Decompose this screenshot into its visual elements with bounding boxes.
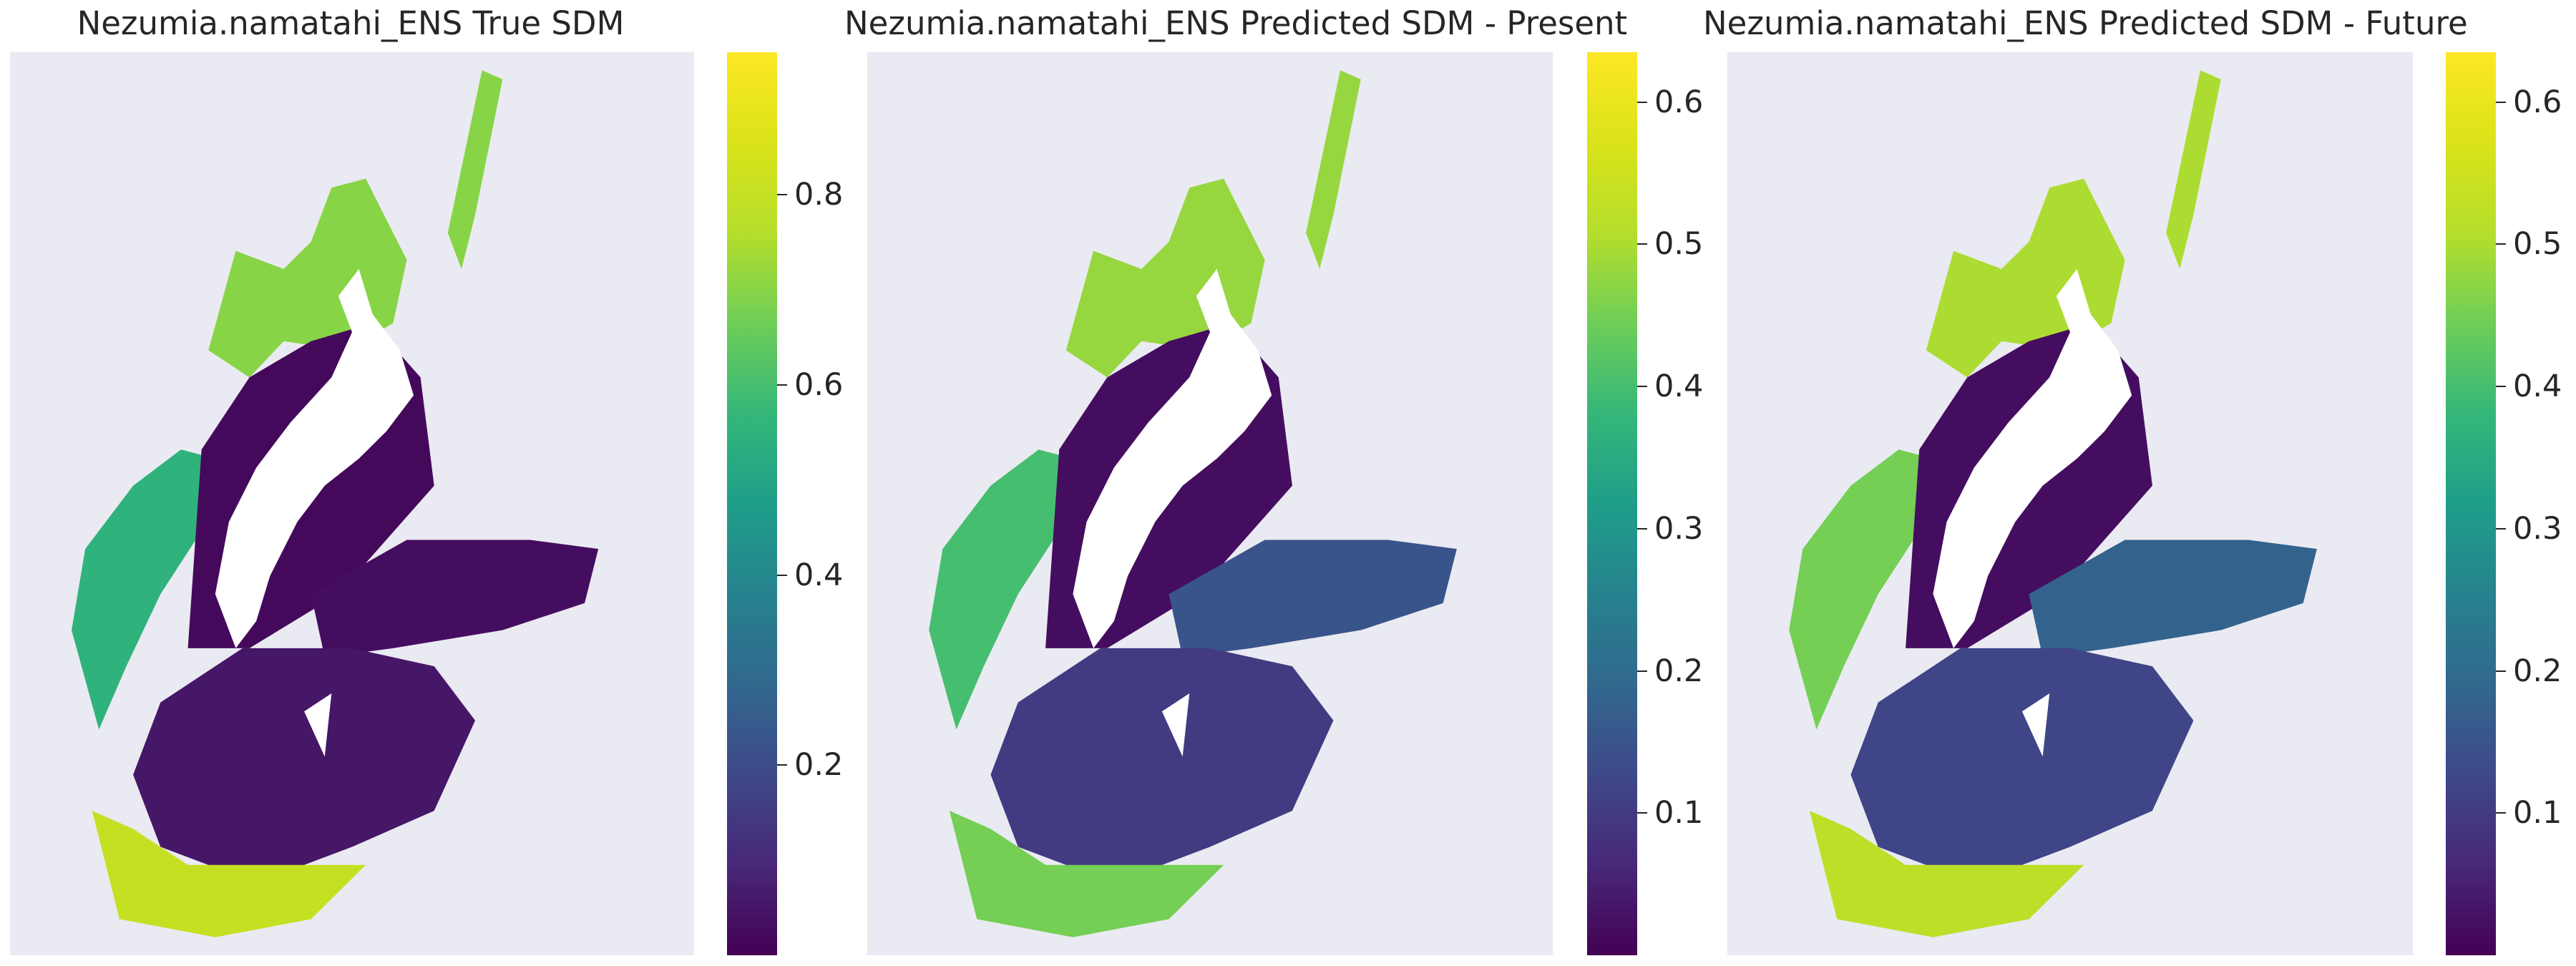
tick-label: 0.6 xyxy=(1654,84,1704,120)
tick-label: 0.5 xyxy=(1654,226,1704,263)
heatmap-predicted-present xyxy=(929,70,1457,937)
tick-mark xyxy=(1637,243,1647,245)
tick-mark xyxy=(1637,386,1647,388)
colorbar-gradient xyxy=(2446,52,2496,955)
tick-mark xyxy=(777,574,787,576)
heatmap-region-plateau-margins xyxy=(92,811,366,937)
colorbar-true: 0.2 0.4 0.6 0.8 xyxy=(727,52,843,955)
map-predicted-present xyxy=(867,52,1553,955)
tick-mark xyxy=(1637,527,1647,530)
tick-mark xyxy=(2496,243,2506,245)
tick-mark xyxy=(1637,670,1647,672)
heatmap-region-plateau-margins xyxy=(1809,811,2084,937)
tick-label: 0.4 xyxy=(1654,369,1704,405)
tick-mark xyxy=(2496,527,2506,530)
panel-title-present: Nezumia.namatahi_ENS Predicted SDM - Pre… xyxy=(844,4,1628,42)
colorbar-present: 0.1 0.2 0.3 0.4 0.5 0.6 xyxy=(1587,52,1703,955)
colorbar-gradient xyxy=(1587,52,1637,955)
tick-mark xyxy=(1637,101,1647,103)
tick-mark xyxy=(777,764,787,766)
panel-title-true: Nezumia.namatahi_ENS True SDM xyxy=(77,4,625,42)
map-true-sdm xyxy=(10,52,694,955)
map-predicted-future xyxy=(1727,52,2413,955)
colorbar-future: 0.1 0.2 0.3 0.4 0.5 0.6 xyxy=(2446,52,2562,955)
heatmap-region-eastern-rise xyxy=(1169,540,1457,658)
heatmap-region-eastern-rise xyxy=(2029,540,2317,658)
heatmap-region-plateau-margins xyxy=(949,811,1224,937)
tick-label: 0.2 xyxy=(2513,653,2562,689)
tick-mark xyxy=(1637,812,1647,814)
landmass-island xyxy=(304,693,332,757)
landmass-island xyxy=(1161,693,1190,757)
heatmap-true-sdm xyxy=(72,70,599,937)
colorbar-gradient xyxy=(727,52,777,955)
heatmap-predicted-future xyxy=(1789,70,2317,937)
tick-mark xyxy=(2496,670,2506,672)
tick-label: 0.1 xyxy=(2513,795,2562,831)
tick-mark xyxy=(2496,386,2506,388)
landmass-island xyxy=(2021,693,2050,757)
landmass xyxy=(1933,268,2132,648)
landmass xyxy=(215,268,414,648)
panel-title-future: Nezumia.namatahi_ENS Predicted SDM - Fut… xyxy=(1703,4,2468,42)
tick-label: 0.8 xyxy=(794,177,844,213)
tick-label: 0.2 xyxy=(1654,653,1704,689)
heatmap-region-western-shelf xyxy=(929,449,1073,730)
tick-label: 0.2 xyxy=(794,747,844,784)
tick-label: 0.3 xyxy=(1654,510,1704,547)
tick-label: 0.5 xyxy=(2513,226,2562,263)
tick-label: 0.4 xyxy=(2513,369,2562,405)
tick-mark xyxy=(2496,101,2506,103)
tick-label: 0.6 xyxy=(2513,84,2562,120)
heatmap-region-western-shelf xyxy=(1789,449,1933,730)
tick-label: 0.1 xyxy=(1654,795,1704,831)
tick-mark xyxy=(2496,812,2506,814)
heatmap-region-eastern-rise xyxy=(311,540,599,658)
tick-label: 0.6 xyxy=(794,366,844,403)
heatmap-region-western-shelf xyxy=(72,449,215,730)
heatmap-region-southern-plateau xyxy=(1850,648,2194,884)
heatmap-region-north-ridge xyxy=(1306,70,1361,269)
tick-label: 0.4 xyxy=(794,557,844,593)
tick-mark xyxy=(777,384,787,386)
tick-label: 0.3 xyxy=(2513,510,2562,547)
heatmap-region-southern-plateau xyxy=(133,648,476,884)
landmass xyxy=(1073,268,1272,648)
heatmap-region-north-ridge xyxy=(447,70,503,269)
heatmap-region-north-ridge xyxy=(2166,70,2221,269)
tick-mark xyxy=(777,194,787,196)
heatmap-region-southern-plateau xyxy=(990,648,1334,884)
